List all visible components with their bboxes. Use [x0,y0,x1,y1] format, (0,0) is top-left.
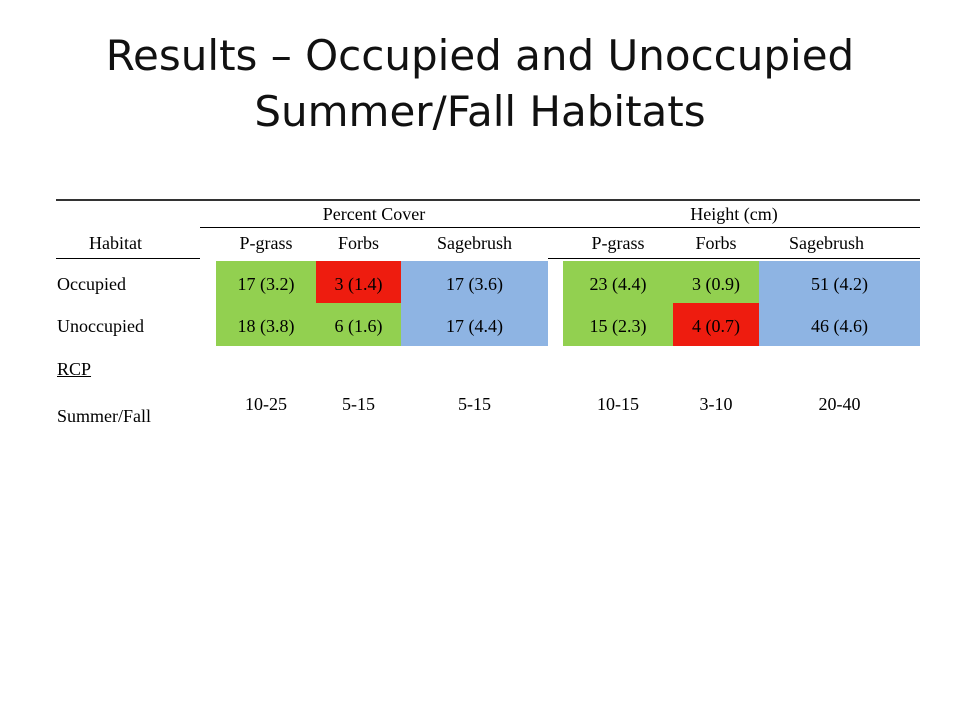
fill-unoccupied-pc-pgrass [216,303,316,346]
cell-rcp-pc-sagebrush: 5-15 [458,394,491,414]
cell-occupied-pc-pgrass: 17 (3.2) [237,274,295,294]
fill-occupied-pc-forbs [316,261,401,303]
fill-unoccupied-pc-forbs [316,303,401,346]
cell-unoccupied-h-pgrass: 15 (2.3) [589,316,647,336]
cell-unoccupied-pc-pgrass: 18 (3.8) [237,316,295,336]
header-bottom-rule [56,258,200,259]
fill-unoccupied-h-forbs [673,303,759,346]
fill-unoccupied-h-sagebrush [759,303,920,346]
percent-cover-rule [200,227,548,228]
row-label-rcp: RCP [57,359,92,379]
table-top-rule [56,199,920,201]
row-label-occupied: Occupied [57,274,126,294]
cell-rcp-pc-pgrass: 10-25 [245,394,287,414]
fill-occupied-pc-pgrass [216,261,316,303]
fill-unoccupied-pc-sagebrush [401,303,548,346]
header-bottom-rule-right [548,258,920,259]
height-rule [548,227,920,228]
cell-rcp-pc-forbs: 5-15 [342,394,375,414]
col-header-pc-forbs: Forbs [337,233,379,253]
slide-title-line-2: Summer/Fall Habitats [254,87,706,136]
fill-occupied-h-forbs [673,261,759,303]
col-header-h-forbs: Forbs [695,233,737,253]
cell-unoccupied-h-sagebrush: 46 (4.6) [811,316,868,336]
slide-title-line-1: Results – Occupied and Unoccupied [105,31,855,80]
fill-occupied-h-sagebrush [759,261,920,303]
col-header-pc-pgrass: P-grass [239,233,293,253]
cell-occupied-h-pgrass: 23 (4.4) [589,274,647,294]
slide-title: Results – Occupied and Unoccupied Summer… [40,28,920,140]
cell-occupied-pc-forbs: 3 (1.4) [334,274,383,294]
group-header-height: Height (cm) [690,204,778,224]
row-label-summer-fall: Summer/Fall [57,406,151,426]
col-header-habitat: Habitat [89,233,142,253]
cell-rcp-h-forbs: 3-10 [699,394,733,414]
fill-occupied-pc-sagebrush [401,261,548,303]
row-label-unoccupied: Unoccupied [57,316,144,336]
fill-unoccupied-h-pgrass [563,303,673,346]
cell-occupied-pc-sagebrush: 17 (3.6) [446,274,503,294]
col-header-h-pgrass: P-grass [591,233,645,253]
cell-unoccupied-pc-forbs: 6 (1.6) [334,316,383,336]
cell-unoccupied-h-forbs: 4 (0.7) [692,316,740,336]
cell-rcp-h-pgrass: 10-15 [597,394,639,414]
group-header-percent-cover: Percent Cover [322,204,426,224]
col-header-h-sagebrush: Sagebrush [789,233,864,253]
cell-unoccupied-pc-sagebrush: 17 (4.4) [446,316,503,336]
cell-occupied-h-sagebrush: 51 (4.2) [811,274,868,294]
fill-occupied-h-pgrass [563,261,673,303]
cell-occupied-h-forbs: 3 (0.9) [692,274,740,294]
cell-rcp-h-sagebrush: 20-40 [818,394,861,414]
col-header-pc-sagebrush: Sagebrush [437,233,512,253]
